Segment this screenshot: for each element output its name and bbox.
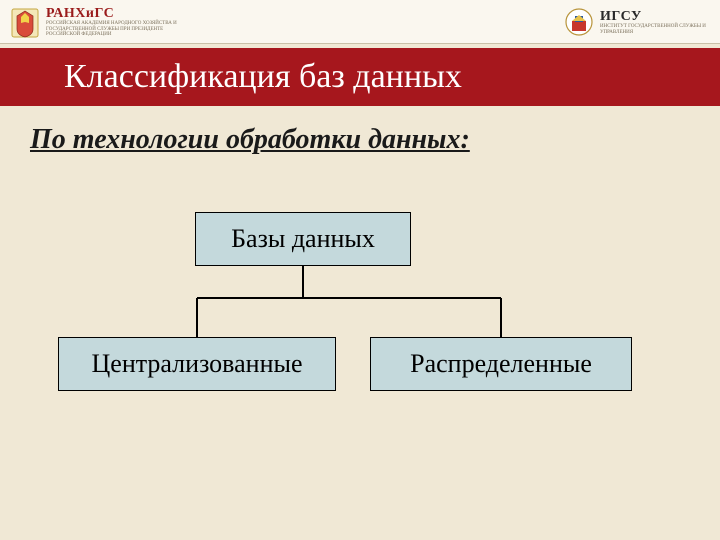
logo-right: ИГСУ ИНСТИТУТ ГОСУДАРСТВЕННОЙ СЛУЖБЫ И У… [564,7,710,39]
diagram-node-left: Централизованные [58,337,336,391]
logo-left: РАНХиГС РОССИЙСКАЯ АКАДЕМИЯ НАРОДНОГО ХО… [10,7,196,39]
page-title: Классификация баз данных [64,58,462,96]
logo-right-subtext: ИНСТИТУТ ГОСУДАРСТВЕННОЙ СЛУЖБЫ И УПРАВЛ… [600,24,710,35]
logo-right-text: ИГСУ ИНСТИТУТ ГОСУДАРСТВЕННОЙ СЛУЖБЫ И У… [600,10,710,35]
logo-left-acronym: РАНХиГС [46,7,196,21]
diagram: Базы данных Централизованные Распределенны… [0,212,720,432]
emblem-left-icon [10,7,40,39]
header-logos: РАНХиГС РОССИЙСКАЯ АКАДЕМИЯ НАРОДНОГО ХО… [0,0,720,44]
logo-left-subtext: РОССИЙСКАЯ АКАДЕМИЯ НАРОДНОГО ХОЗЯЙСТВА … [46,21,196,38]
subtitle: По технологии обработки данных: [30,124,720,156]
title-bar: Классификация баз данных [0,48,720,106]
logo-left-text: РАНХиГС РОССИЙСКАЯ АКАДЕМИЯ НАРОДНОГО ХО… [46,7,196,38]
emblem-right-icon [564,7,594,39]
diagram-node-right: Распределенные [370,337,632,391]
diagram-node-root: Базы данных [195,212,411,266]
logo-right-acronym: ИГСУ [600,10,710,24]
